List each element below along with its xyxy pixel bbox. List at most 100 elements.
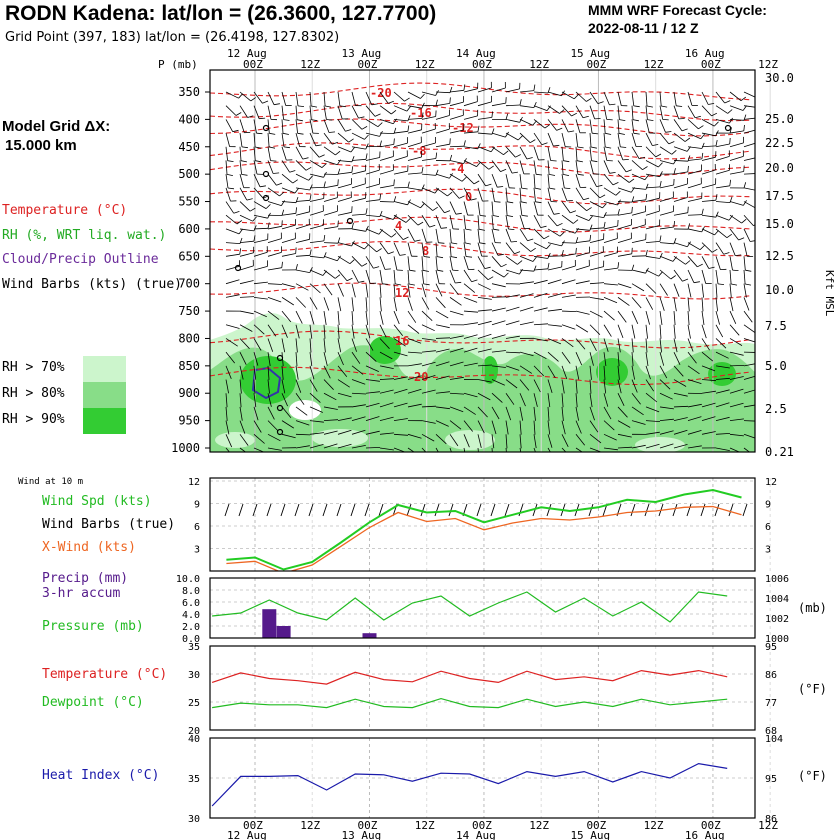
wind-barb-flag <box>645 193 648 200</box>
wind-barb <box>407 228 415 242</box>
surface-wind-barb <box>504 503 510 517</box>
wind-barb <box>519 146 528 160</box>
wind-barb-flag <box>259 185 266 188</box>
wind-barb <box>281 420 295 429</box>
wind-barb <box>323 197 338 202</box>
wind-barb <box>435 256 438 271</box>
wind-barb <box>659 197 674 202</box>
wind-barb <box>309 406 323 413</box>
wind-barb <box>743 283 747 298</box>
wind-barb <box>407 242 412 257</box>
wind-barb <box>225 265 240 271</box>
wind-barb <box>561 132 566 147</box>
wind-barb-flag <box>463 140 466 147</box>
wind-barb <box>351 132 365 140</box>
wind-barb <box>603 365 606 380</box>
wind-barb <box>407 297 413 311</box>
wind-barb <box>309 420 324 423</box>
wind-barb <box>659 119 666 133</box>
wind-panel-header: Wind at 10 m <box>18 477 84 487</box>
wind-barb <box>547 338 562 345</box>
wind-barb <box>701 91 709 105</box>
wind-barb <box>645 420 661 422</box>
wind-barb <box>281 365 284 380</box>
wind-barb-flag <box>309 249 312 256</box>
wind-barb-flag <box>408 283 415 286</box>
wind-barb <box>351 416 366 421</box>
surface-wind-barb <box>364 503 370 517</box>
wind-barb-flag <box>676 105 683 107</box>
wind-barb-flag <box>395 283 402 286</box>
wind-barb <box>617 393 625 406</box>
wind-barb-flag <box>281 261 283 268</box>
wind-barb <box>379 432 394 435</box>
wind-barb-flag <box>493 215 500 217</box>
wind-barb <box>687 91 693 106</box>
wind-barb <box>659 211 674 216</box>
wind-barb <box>435 228 439 243</box>
wind-barb-flag <box>292 179 298 184</box>
wind-barb <box>421 269 425 284</box>
isotherm-label: -8 <box>412 144 426 158</box>
wind-barb-flag <box>236 220 243 225</box>
wind-barb <box>295 283 309 291</box>
wind-barb <box>309 444 324 449</box>
isotherm-line <box>210 240 751 257</box>
wind-barb-flag <box>309 184 313 191</box>
surface-wind-barb <box>742 503 748 517</box>
height-axis-unit: Kft MSL <box>823 270 836 317</box>
pressure-tick: 350 <box>178 85 200 99</box>
panel-tick-label: 6.0 <box>182 598 200 609</box>
wind-barb <box>463 334 478 339</box>
wind-barb-flag <box>417 221 424 226</box>
wind-barb-flag <box>379 131 383 137</box>
wind-barb <box>393 170 408 175</box>
wind-barb-flag <box>726 233 733 239</box>
wind-barb <box>323 242 339 244</box>
wind-barb-flag <box>365 225 369 232</box>
wind-barb <box>393 338 406 347</box>
wind-barb <box>603 379 607 394</box>
wind-barb-flag <box>532 256 537 262</box>
wind-barb <box>435 128 450 134</box>
wind-barb <box>351 379 366 385</box>
wind-barb-flag <box>494 201 501 203</box>
wind-barb <box>645 225 660 230</box>
wind-barb <box>449 269 456 284</box>
wind-barb-flag <box>646 105 653 108</box>
surface-wind-barb <box>420 503 426 517</box>
wind-barb-flag <box>715 194 718 201</box>
wind-barb <box>463 88 478 93</box>
wind-barb <box>743 310 753 323</box>
wind-barb-flag <box>738 237 745 241</box>
wind-barb-flag <box>665 131 672 133</box>
wind-barb-flag <box>470 198 477 201</box>
wind-barb <box>533 307 548 312</box>
wind-barb-flag <box>566 200 573 202</box>
wind-barb-flag <box>262 100 269 104</box>
wind-barb <box>295 406 308 416</box>
wind-barb <box>337 105 343 120</box>
wind-barb <box>421 375 436 380</box>
wind-barb <box>673 324 676 339</box>
wind-barb <box>239 447 247 452</box>
wind-barb <box>225 119 234 132</box>
precip-label: Precip (mm) <box>42 571 129 586</box>
wind-barb <box>659 297 665 311</box>
wind-barb-flag <box>753 224 755 226</box>
wind-barb <box>701 156 716 161</box>
wind-barb <box>351 297 354 312</box>
wind-barb-flag <box>617 262 620 269</box>
wind-barb-flag <box>745 269 752 272</box>
wind-barb <box>351 242 365 250</box>
top-time-tick: 12Z <box>300 58 320 71</box>
wind-barb <box>687 430 702 435</box>
wind-barb <box>519 255 534 262</box>
wind-barb <box>659 418 674 422</box>
wind-barb <box>631 255 647 257</box>
wind-barb-flag <box>423 256 430 258</box>
wind-barb-flag <box>240 160 247 163</box>
wind-barb <box>673 255 686 265</box>
wind-barb <box>463 322 478 326</box>
wind-barb <box>379 324 387 338</box>
